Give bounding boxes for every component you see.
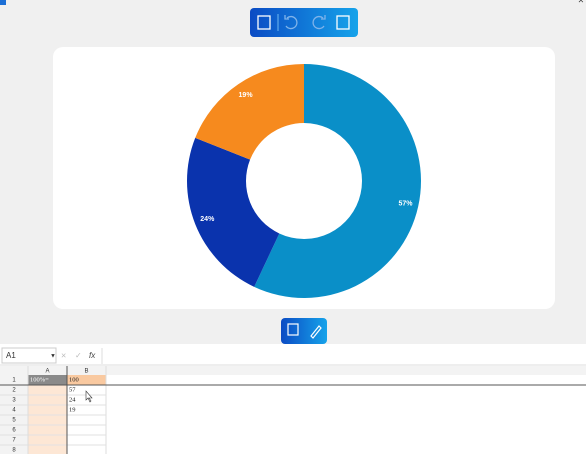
row-number: 6 — [12, 428, 16, 434]
confirm-icon: ✓ — [75, 351, 82, 360]
cancel-icon: × — [61, 350, 66, 360]
save-button[interactable] — [336, 15, 350, 30]
row-number: 8 — [12, 448, 16, 454]
toolbar-bg — [250, 8, 358, 37]
slice-label: 24% — [200, 216, 215, 223]
slice-label: 19% — [239, 92, 254, 99]
close-button[interactable]: × — [578, 0, 584, 7]
donut-chart: 57% 24% 19% — [187, 64, 421, 298]
row-number: 7 — [12, 438, 16, 444]
sheet-bg — [0, 344, 586, 454]
data-button[interactable] — [287, 323, 299, 336]
donut-slice — [195, 64, 304, 160]
chart-card — [53, 47, 555, 309]
chart-type-button[interactable] — [257, 15, 271, 30]
row-number: 4 — [12, 408, 16, 414]
app-icon — [0, 0, 6, 5]
cell: 57 — [69, 386, 76, 393]
header-col-bg — [0, 366, 28, 454]
sheet-grid: A B 1 2 3 4 5 6 7 8 100%= 100 57 24 19 — [0, 366, 586, 454]
header-row-bg — [0, 366, 586, 375]
name-box-arrow[interactable]: ▼ — [50, 354, 56, 360]
cursor — [85, 390, 93, 403]
redo-button[interactable] — [312, 15, 326, 30]
cell-b1 — [67, 375, 106, 385]
donut-slice — [254, 64, 421, 298]
cell: 19 — [69, 406, 76, 413]
column-header: A — [45, 369, 49, 375]
name-box-text: A1 — [6, 351, 16, 360]
cell-a1 — [28, 375, 67, 385]
column-header: B — [84, 369, 88, 375]
top-toolbar — [250, 8, 358, 37]
cell: 24 — [69, 396, 76, 403]
formula-label: fx — [89, 351, 96, 360]
donut-slice — [187, 137, 280, 287]
slice-label: 57% — [398, 201, 413, 208]
undo-button[interactable] — [284, 15, 298, 30]
row-number: 2 — [12, 388, 16, 394]
row-number: 5 — [12, 418, 16, 424]
bottom-toolbar — [281, 318, 327, 344]
cell: 100 — [69, 376, 79, 383]
cell: 100%= — [30, 376, 49, 383]
row-number: 3 — [12, 398, 16, 404]
style-button[interactable] — [310, 325, 322, 339]
name-box[interactable] — [1, 347, 57, 364]
row-number: 1 — [12, 378, 16, 384]
